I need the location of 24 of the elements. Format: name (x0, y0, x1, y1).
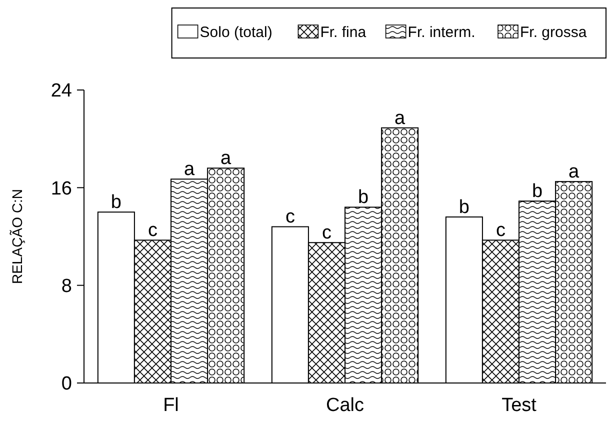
y-tick-label: 8 (61, 276, 72, 297)
y-tick-label: 24 (50, 80, 72, 102)
data-label: b (532, 181, 543, 202)
data-label: a (394, 108, 406, 129)
legend-label: Fr. fina (320, 24, 367, 41)
data-label: b (110, 192, 122, 214)
x-tick-label: Calc (326, 395, 364, 416)
legend-label: Solo (total) (200, 24, 272, 41)
x-tick-label: Test (502, 395, 538, 416)
y-tick-label: 16 (50, 178, 72, 200)
data-label: b (358, 187, 369, 208)
data-label: c (148, 220, 158, 242)
y-axis-title: RELAÇÃO C:N (9, 189, 25, 284)
data-label: c (322, 222, 332, 244)
data-label: c (496, 220, 506, 242)
x-tick-label: Fl (163, 395, 179, 416)
data-label: c (285, 206, 295, 228)
data-label: b (458, 196, 470, 218)
legend-label: Fr. grossa (520, 24, 588, 41)
data-label: a (568, 162, 580, 183)
y-tick-label: 0 (61, 374, 72, 395)
data-label: a (220, 148, 232, 170)
data-label: a (184, 159, 195, 180)
legend-label: Fr. interm. (408, 24, 476, 41)
